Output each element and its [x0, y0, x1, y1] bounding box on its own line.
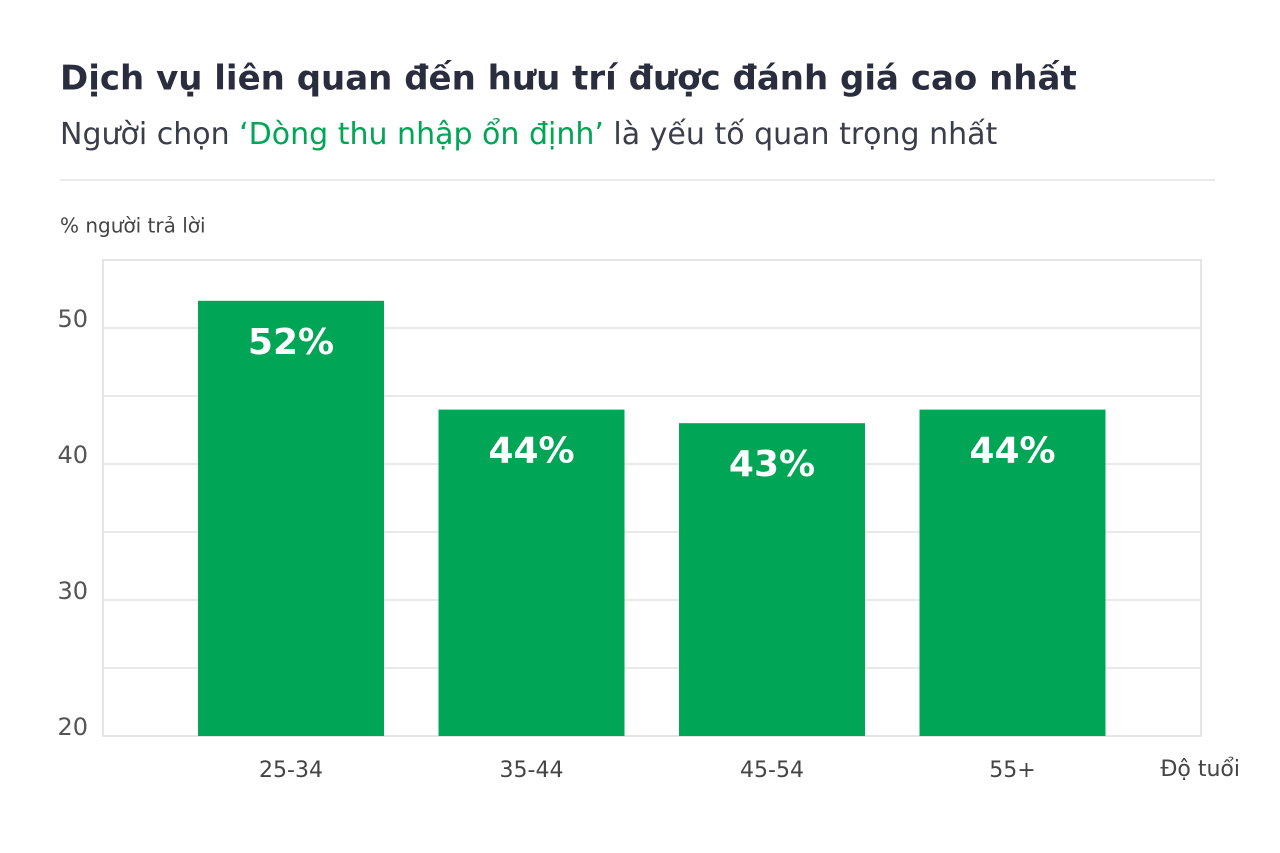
subtitle-highlight: ‘Dòng thu nhập ổn định’ [239, 116, 604, 152]
x-tick-label: 25-34 [259, 758, 323, 783]
bar [198, 300, 384, 736]
x-axis-label: Độ tuổi [1160, 757, 1240, 782]
y-tick-label: 40 [57, 441, 88, 469]
bar [679, 423, 865, 736]
value-label: 52% [248, 322, 334, 363]
x-tick-label: 35-44 [500, 758, 564, 783]
subtitle-part: là yếu tố quan trọng nhất [604, 117, 998, 152]
bar [438, 409, 625, 736]
bar [919, 409, 1106, 736]
subtitle-part: Người chọn [60, 117, 239, 152]
x-tick-label: 45-54 [740, 758, 804, 783]
y-tick-label: 50 [57, 305, 88, 333]
x-tick-label: 55+ [989, 758, 1035, 783]
y-axis-label: % người trả lời [60, 214, 206, 238]
y-tick-label: 30 [57, 577, 88, 605]
chart-subtitle: Người chọn ‘Dòng thu nhập ổn định’ là yế… [60, 116, 998, 152]
y-tick-label: 20 [57, 713, 88, 741]
chart-title: Dịch vụ liên quan đến hưu trí được đánh … [60, 59, 1077, 99]
value-label: 44% [969, 431, 1055, 472]
value-label: 43% [729, 444, 815, 485]
value-label: 44% [488, 431, 574, 472]
